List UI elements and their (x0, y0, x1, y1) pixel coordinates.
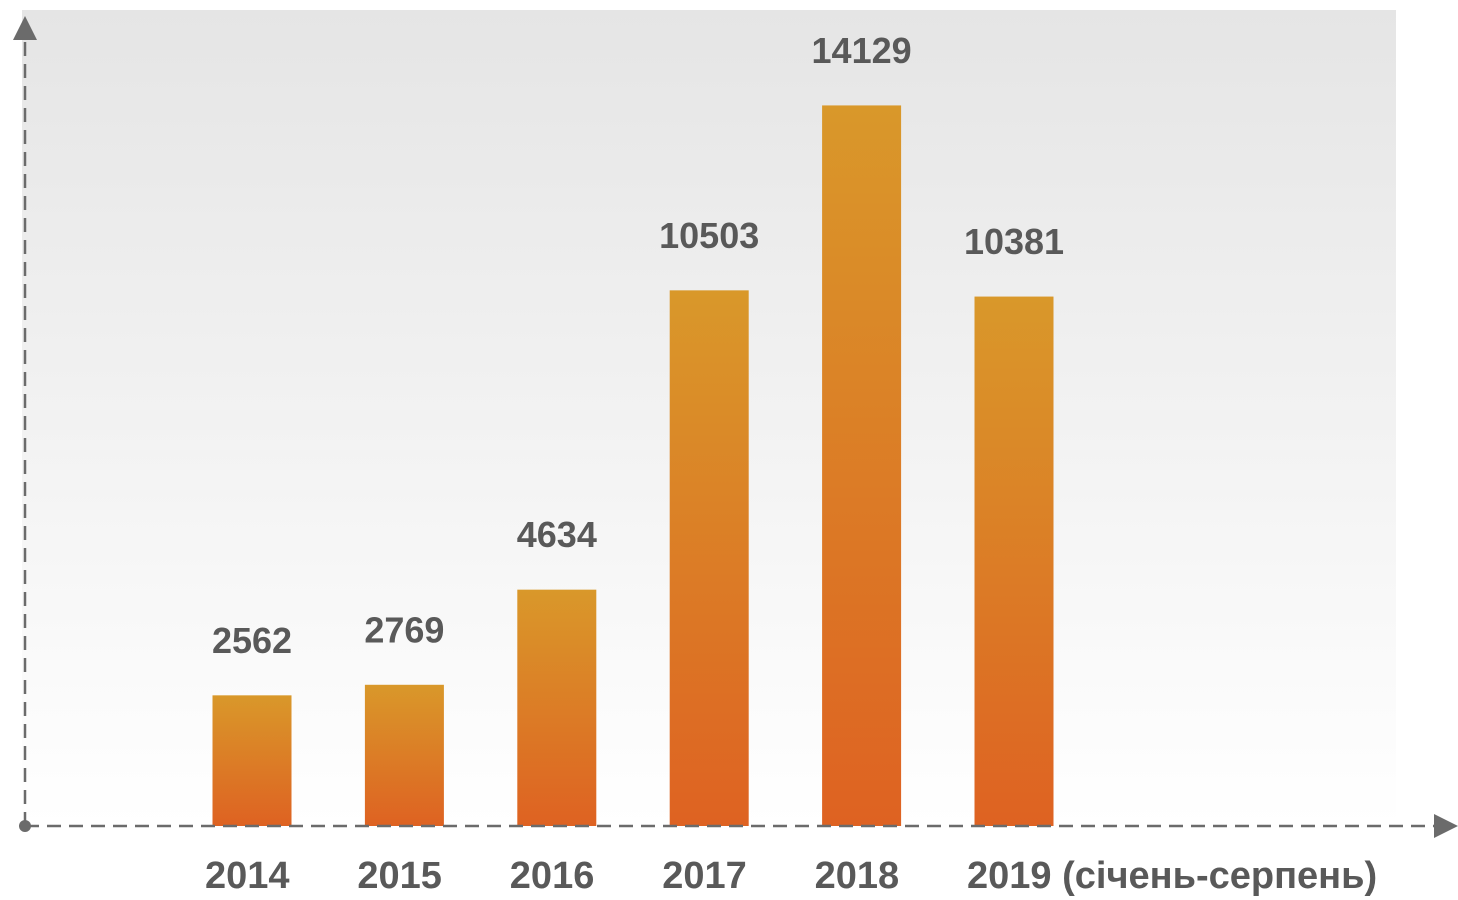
bar (212, 695, 292, 826)
bar (364, 684, 444, 826)
bar (669, 290, 749, 826)
bar (822, 105, 902, 826)
value-label: 2562 (212, 620, 292, 661)
value-label: 4634 (517, 514, 597, 555)
x-tick-label: 2015 (357, 855, 442, 897)
bar (974, 296, 1054, 827)
x-axis-arrow (1434, 814, 1458, 838)
x-tick-label: 2016 (510, 855, 595, 897)
value-label: 14129 (812, 30, 912, 71)
value-label: 2769 (364, 609, 444, 650)
x-tick-label: 2018 (815, 855, 900, 897)
axis-origin (19, 820, 31, 832)
x-tick-label: 2014 (205, 855, 290, 897)
bar (517, 589, 597, 826)
value-label: 10381 (964, 221, 1064, 262)
value-label: 10503 (659, 215, 759, 256)
y-axis-arrow (13, 16, 37, 40)
x-tick-label: 2017 (662, 855, 747, 897)
x-tick-label: 2019 (січень-серпень) (967, 855, 1377, 897)
